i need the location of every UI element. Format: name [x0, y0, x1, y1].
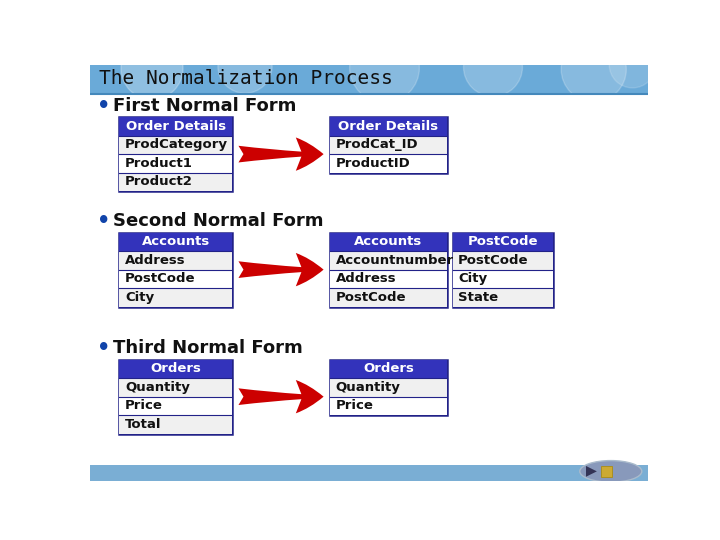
Text: Accounts: Accounts	[142, 235, 210, 248]
Text: PostCode: PostCode	[458, 254, 528, 267]
FancyBboxPatch shape	[330, 288, 446, 307]
Circle shape	[609, 42, 656, 88]
Text: City: City	[458, 272, 487, 285]
FancyBboxPatch shape	[120, 173, 232, 191]
Text: Address: Address	[125, 254, 186, 267]
Text: PostCode: PostCode	[468, 235, 539, 248]
FancyBboxPatch shape	[453, 251, 554, 269]
Text: Quantity: Quantity	[125, 381, 190, 394]
Text: ProductID: ProductID	[336, 157, 410, 170]
Text: •: •	[97, 96, 111, 116]
Text: Price: Price	[125, 400, 163, 413]
FancyBboxPatch shape	[90, 465, 648, 481]
Text: Orders: Orders	[363, 362, 414, 375]
FancyBboxPatch shape	[120, 154, 232, 173]
FancyBboxPatch shape	[120, 288, 232, 307]
Text: ProdCategory: ProdCategory	[125, 138, 228, 151]
FancyBboxPatch shape	[453, 233, 554, 251]
FancyBboxPatch shape	[330, 378, 446, 397]
Text: State: State	[458, 291, 498, 304]
Text: •: •	[97, 211, 111, 231]
Text: First Normal Form: First Normal Form	[113, 97, 297, 114]
FancyBboxPatch shape	[330, 154, 446, 173]
FancyBboxPatch shape	[120, 233, 232, 307]
FancyBboxPatch shape	[120, 117, 232, 136]
FancyBboxPatch shape	[120, 378, 232, 397]
Polygon shape	[586, 466, 597, 477]
Text: Orders: Orders	[150, 362, 201, 375]
FancyBboxPatch shape	[120, 415, 232, 434]
FancyBboxPatch shape	[120, 360, 232, 378]
Circle shape	[218, 39, 272, 93]
Text: Product1: Product1	[125, 157, 193, 170]
Text: Accountnumber: Accountnumber	[336, 254, 454, 267]
Text: City: City	[125, 291, 154, 304]
FancyBboxPatch shape	[330, 360, 446, 415]
FancyBboxPatch shape	[330, 233, 446, 307]
Text: Total: Total	[125, 418, 161, 431]
FancyBboxPatch shape	[453, 288, 554, 307]
Circle shape	[464, 38, 523, 96]
Circle shape	[350, 33, 419, 103]
Text: PostCode: PostCode	[125, 272, 195, 285]
FancyBboxPatch shape	[330, 136, 446, 154]
FancyBboxPatch shape	[330, 251, 446, 269]
Text: ProdCat_ID: ProdCat_ID	[336, 138, 418, 151]
FancyBboxPatch shape	[453, 269, 554, 288]
Text: Product2: Product2	[125, 176, 193, 188]
Text: •: •	[97, 338, 111, 358]
FancyBboxPatch shape	[90, 65, 648, 94]
Text: Accounts: Accounts	[354, 235, 423, 248]
Text: Order Details: Order Details	[338, 120, 438, 133]
FancyBboxPatch shape	[330, 117, 446, 173]
FancyBboxPatch shape	[120, 117, 232, 191]
Text: Address: Address	[336, 272, 396, 285]
Circle shape	[561, 37, 626, 102]
FancyBboxPatch shape	[330, 397, 446, 415]
Ellipse shape	[580, 461, 642, 482]
FancyBboxPatch shape	[120, 269, 232, 288]
Text: The Normalization Process: The Normalization Process	[99, 69, 393, 88]
FancyBboxPatch shape	[120, 136, 232, 154]
Text: Second Normal Form: Second Normal Form	[113, 212, 324, 230]
Text: Quantity: Quantity	[336, 381, 400, 394]
FancyBboxPatch shape	[600, 466, 611, 477]
Text: PostCode: PostCode	[336, 291, 406, 304]
FancyBboxPatch shape	[330, 360, 446, 378]
FancyBboxPatch shape	[120, 397, 232, 415]
Circle shape	[121, 38, 183, 99]
Text: Order Details: Order Details	[125, 120, 225, 133]
FancyBboxPatch shape	[330, 233, 446, 251]
FancyBboxPatch shape	[330, 269, 446, 288]
FancyBboxPatch shape	[120, 360, 232, 434]
FancyBboxPatch shape	[120, 251, 232, 269]
Text: Third Normal Form: Third Normal Form	[113, 339, 303, 357]
FancyBboxPatch shape	[453, 233, 554, 307]
FancyBboxPatch shape	[330, 117, 446, 136]
Text: Price: Price	[336, 400, 374, 413]
FancyBboxPatch shape	[120, 233, 232, 251]
